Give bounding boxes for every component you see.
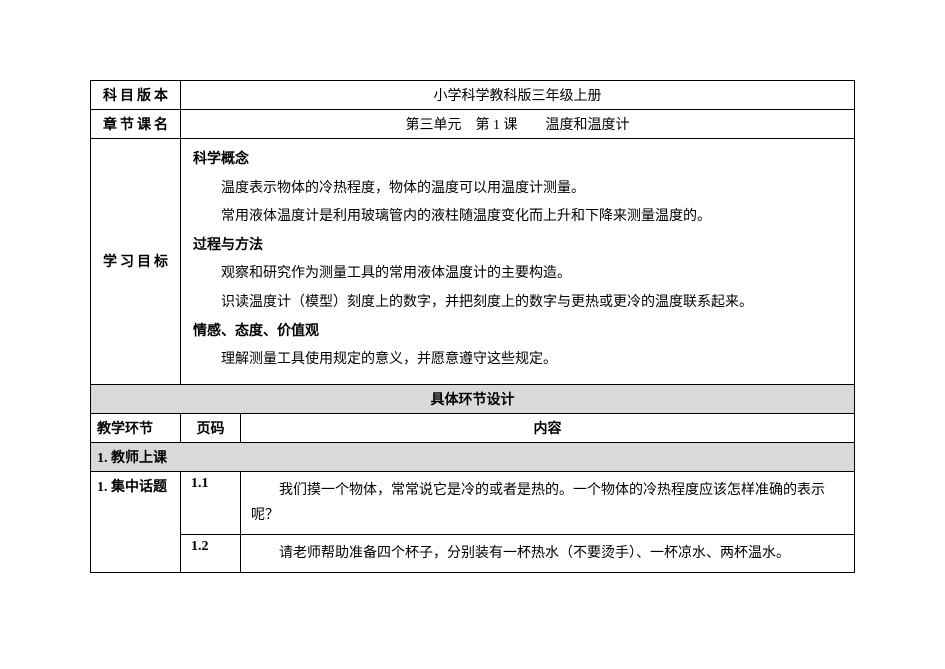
design-header-row: 具体环节设计 bbox=[91, 384, 855, 413]
chapter-value: 第三单元 第 1 课 温度和温度计 bbox=[181, 110, 855, 139]
goals-h1: 科学概念 bbox=[193, 147, 842, 174]
column-header-row: 教学环节 页码 内容 bbox=[91, 413, 855, 442]
subject-row: 科目版本 小学科学教科版三年级上册 bbox=[91, 81, 855, 110]
page-label: 页码 bbox=[181, 413, 241, 442]
goals-content: 科学概念 温度表示物体的冷热程度，物体的温度可以用温度计测量。 常用液体温度计是… bbox=[181, 139, 855, 385]
env-label: 教学环节 bbox=[91, 413, 181, 442]
goals-p5: 理解测量工具使用规定的意义，并愿意遵守这些规定。 bbox=[193, 347, 842, 374]
goals-h3: 情感、态度、价值观 bbox=[193, 319, 842, 346]
row2-page: 1.2 bbox=[181, 535, 241, 573]
chapter-row: 章节课名 第三单元 第 1 课 温度和温度计 bbox=[91, 110, 855, 139]
teacher-section: 1. 教师上课 bbox=[91, 442, 855, 471]
design-header: 具体环节设计 bbox=[91, 384, 855, 413]
goals-p3: 观察和研究作为测量工具的常用液体温度计的主要构造。 bbox=[193, 261, 842, 288]
row1-content: 我们摸一个物体，常常说它是冷的或者是热的。一个物体的冷热程度应该怎样准确的表示呢… bbox=[241, 471, 855, 534]
row1-page: 1.1 bbox=[181, 471, 241, 534]
topic-row-1: 1. 集中话题 1.1 我们摸一个物体，常常说它是冷的或者是热的。一个物体的冷热… bbox=[91, 471, 855, 534]
goals-p1: 温度表示物体的冷热程度，物体的温度可以用温度计测量。 bbox=[193, 176, 842, 203]
topic-label: 1. 集中话题 bbox=[91, 471, 181, 573]
teacher-section-row: 1. 教师上课 bbox=[91, 442, 855, 471]
goals-p4: 识读温度计（模型）刻度上的数字，并把刻度上的数字与更热或更冷的温度联系起来。 bbox=[193, 290, 842, 317]
subject-value: 小学科学教科版三年级上册 bbox=[181, 81, 855, 110]
chapter-label: 章节课名 bbox=[91, 110, 181, 139]
row2-content: 请老师帮助准备四个杯子，分别装有一杯热水（不要烫手）、一杯凉水、两杯温水。 bbox=[241, 535, 855, 573]
goals-label: 学习目标 bbox=[91, 139, 181, 385]
content-label: 内容 bbox=[241, 413, 855, 442]
topic-row-2: 1.2 请老师帮助准备四个杯子，分别装有一杯热水（不要烫手）、一杯凉水、两杯温水… bbox=[91, 535, 855, 573]
lesson-plan-table: 科目版本 小学科学教科版三年级上册 章节课名 第三单元 第 1 课 温度和温度计… bbox=[90, 80, 855, 573]
subject-label: 科目版本 bbox=[91, 81, 181, 110]
goals-row: 学习目标 科学概念 温度表示物体的冷热程度，物体的温度可以用温度计测量。 常用液… bbox=[91, 139, 855, 385]
goals-h2: 过程与方法 bbox=[193, 233, 842, 260]
goals-p2: 常用液体温度计是利用玻璃管内的液柱随温度变化而上升和下降来测量温度的。 bbox=[193, 204, 842, 231]
